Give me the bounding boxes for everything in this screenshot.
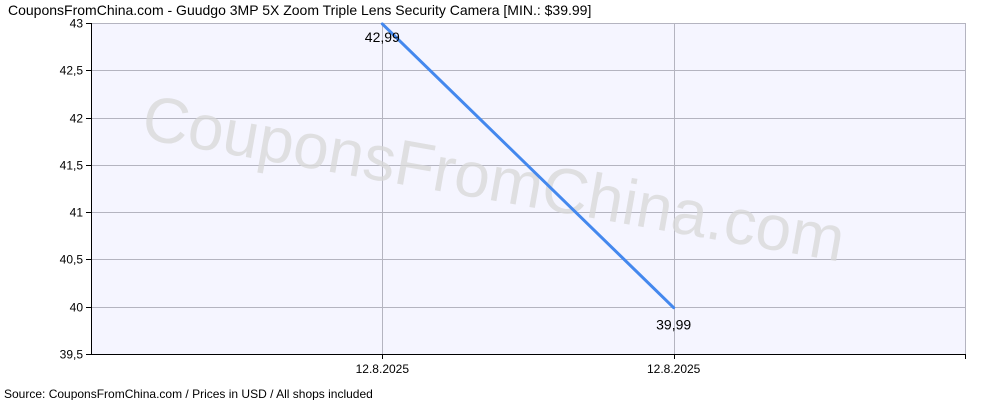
plot-background xyxy=(91,23,965,354)
y-tick-label: 43 xyxy=(70,17,84,31)
x-tick-label: 12.8.2025 xyxy=(647,362,701,376)
data-label-point: 39,99 xyxy=(656,317,691,333)
y-tick-label: 40,5 xyxy=(60,253,84,267)
y-tick-label: 41 xyxy=(70,206,84,220)
series-line xyxy=(380,22,676,310)
series-line-group xyxy=(380,22,676,310)
y-tick-label: 39,5 xyxy=(60,348,84,362)
x-axis-ticks: 12.8.2025 12.8.2025 xyxy=(356,354,966,376)
x-tick-label: 12.8.2025 xyxy=(356,362,410,376)
y-tick-label: 40 xyxy=(70,301,84,315)
chart-title: CouponsFromChina.com - Guudgo 3MP 5X Zoo… xyxy=(8,2,591,18)
y-tick-label: 41,5 xyxy=(60,159,84,173)
data-label-point: 42,99 xyxy=(365,29,400,45)
y-axis-ticks: 39,5 40 40,5 41 41,5 42 42,5 43 xyxy=(60,17,91,362)
source-note: Source: CouponsFromChina.com / Prices in… xyxy=(4,387,373,400)
axes xyxy=(91,23,965,355)
y-tick-label: 42,5 xyxy=(60,64,84,78)
grid-lines xyxy=(91,23,966,355)
data-labels: 42,99 39,99 xyxy=(365,29,692,333)
y-tick-label: 42 xyxy=(70,112,84,126)
